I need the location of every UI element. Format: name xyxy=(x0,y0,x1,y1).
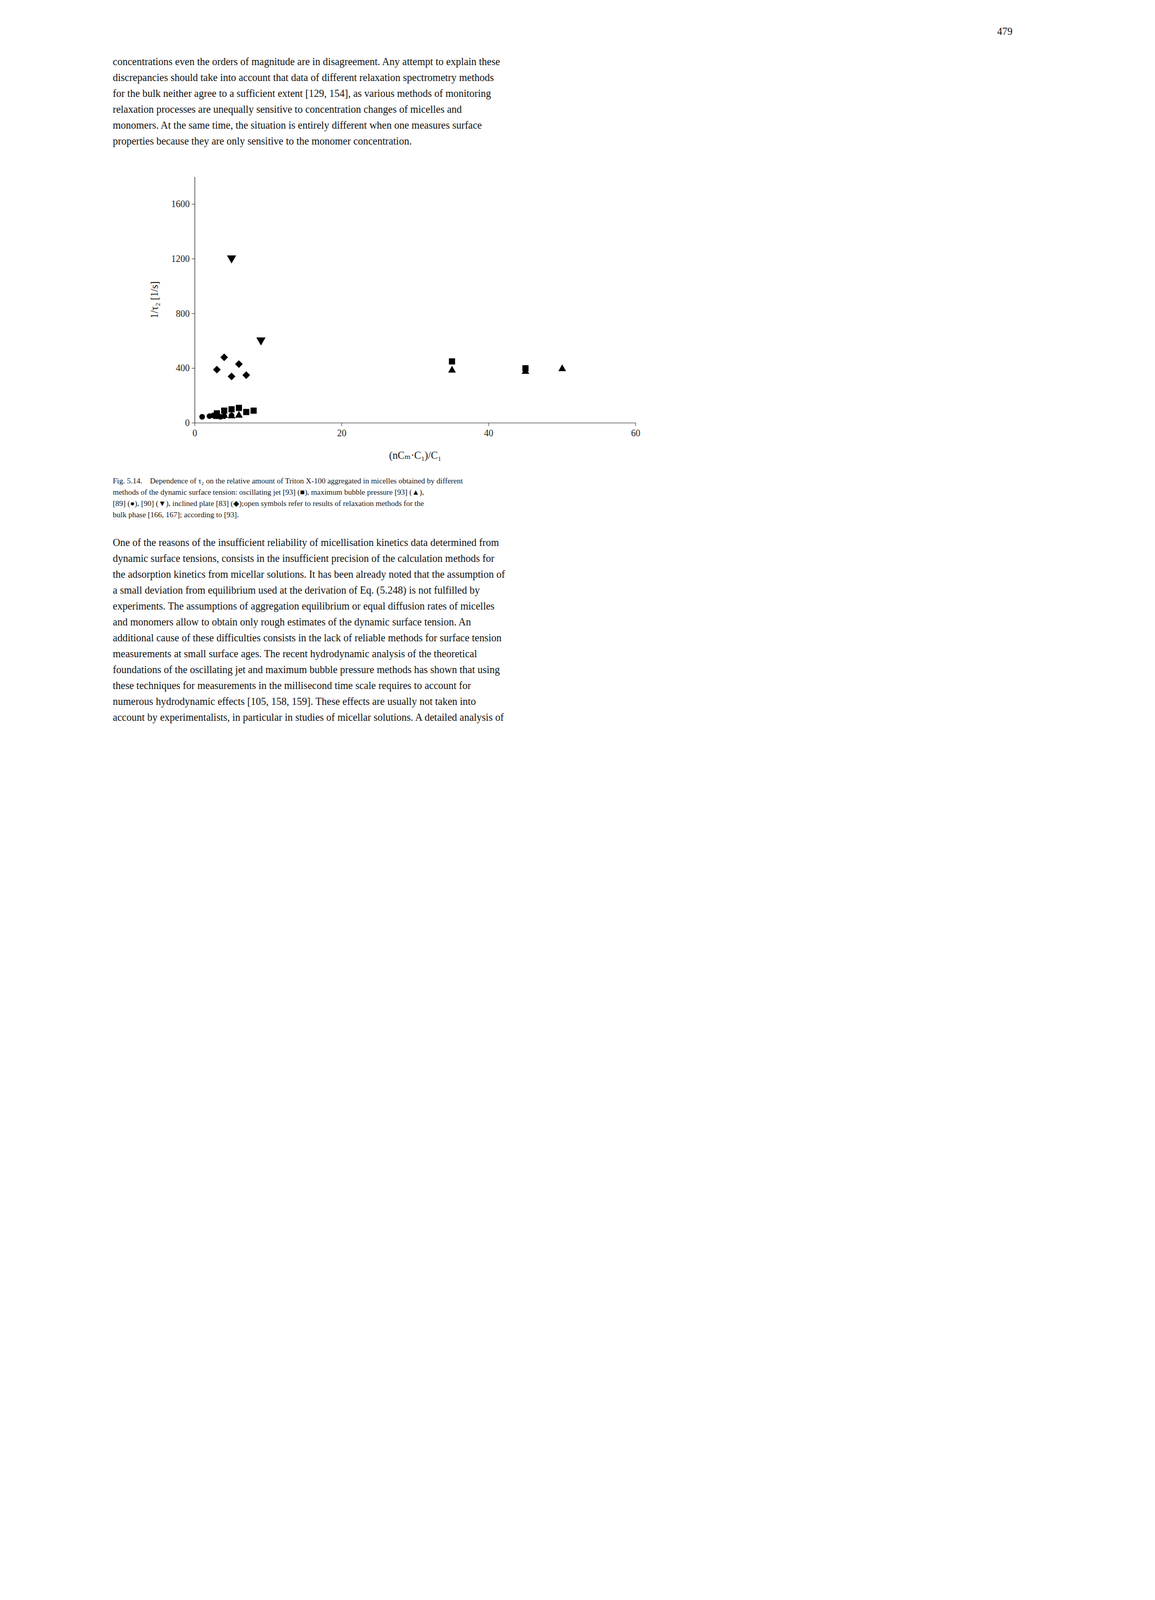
text-line: monomers. At the same time, the situatio… xyxy=(112,117,780,134)
y-axis-line xyxy=(194,176,195,423)
text-line: One of the reasons of the insufficient r… xyxy=(112,534,780,551)
chart: 0 20 40 60 0 400 800 1200 1600 (nCₘ·C₁)/C₁ 1/τ₂ [1… xyxy=(143,161,780,472)
caption-line: methods of the dynamic surface tension: … xyxy=(112,486,780,498)
point xyxy=(242,371,251,379)
point xyxy=(227,411,236,419)
point xyxy=(213,366,221,374)
paragraph: concentrations even the orders of magnit… xyxy=(112,53,780,150)
text-line: measurements at small surface ages. The … xyxy=(112,645,780,662)
x-tick xyxy=(488,422,490,427)
text-line: account by experimentalists, in particul… xyxy=(112,709,780,726)
x-axis-line xyxy=(194,422,636,423)
point xyxy=(558,364,566,372)
content: concentrations even the orders of magnit… xyxy=(112,53,780,726)
text-line: numerous hydrodynamic effects [105, 158,… xyxy=(112,693,780,710)
chart-svg: 0 20 40 60 0 400 800 1200 1600 (nCₘ·C₁)/C₁ 1/τ₂ [1… xyxy=(143,161,657,470)
text-line: concentrations even the orders of magnit… xyxy=(112,53,780,70)
y-tick-label: 400 xyxy=(175,362,190,374)
axes: 0 20 40 60 0 400 800 1200 1600 xyxy=(171,176,641,439)
point xyxy=(256,337,266,346)
y-tick xyxy=(191,368,195,369)
text-line: foundations of the oscillating jet and m… xyxy=(112,661,780,678)
text-line: properties because they are only sensiti… xyxy=(112,133,780,150)
y-tick xyxy=(191,422,195,424)
y-tick-label: 800 xyxy=(175,308,190,319)
y-tick xyxy=(191,258,195,260)
x-tick-label: 20 xyxy=(337,428,347,439)
series xyxy=(213,364,567,419)
x-tick xyxy=(635,422,637,427)
text-line: dynamic surface tensions, consists in th… xyxy=(112,550,780,567)
text-line: a small deviation from equilibrium used … xyxy=(112,582,780,599)
text-line: the adsorption kinetics from micellar so… xyxy=(112,566,780,583)
text-line: relaxation processes are unequally sensi… xyxy=(112,101,780,118)
point xyxy=(221,413,228,419)
point xyxy=(227,255,237,264)
paragraph: One of the reasons of the insufficient r… xyxy=(112,534,780,726)
y-tick xyxy=(191,313,195,314)
y-tick xyxy=(191,204,195,205)
series xyxy=(199,412,235,420)
series xyxy=(213,358,529,417)
point xyxy=(242,409,250,416)
point xyxy=(235,360,243,369)
caption-line: bulk phase [166, 167]; according to [93]… xyxy=(112,509,780,521)
x-tick-label: 40 xyxy=(483,428,494,439)
point xyxy=(448,366,456,373)
caption-line: [89] (●), [90] (▼), inclined plate [83] … xyxy=(112,497,780,510)
point xyxy=(521,367,530,374)
series xyxy=(213,353,251,381)
y-tick-label: 0 xyxy=(185,417,190,429)
x-tick xyxy=(341,422,342,427)
point xyxy=(235,404,242,412)
point xyxy=(220,353,229,362)
caption-line: Fig. 5.14. Dependence of τ₂ on the relat… xyxy=(112,475,780,487)
x-tick-label: 60 xyxy=(631,428,641,439)
text-line: these techniques for measurements in the… xyxy=(112,677,780,694)
marks xyxy=(199,255,566,420)
text-line: discrepancies should take into account t… xyxy=(112,69,780,86)
y-tick-label: 1600 xyxy=(171,198,190,210)
x-axis-label: (nCₘ·C₁)/C₁ xyxy=(389,449,442,462)
point xyxy=(449,358,456,365)
y-tick-label: 1200 xyxy=(171,253,190,265)
point xyxy=(235,411,243,418)
point xyxy=(227,372,236,381)
text-line: and monomers allow to obtain only rough … xyxy=(112,614,780,631)
text-line: for the bulk neither agree to a sufficie… xyxy=(112,85,780,102)
page-number: 479 xyxy=(974,25,1036,38)
caption: Fig. 5.14. Dependence of τ₂ on the relat… xyxy=(112,475,780,521)
x-tick xyxy=(194,422,196,427)
series xyxy=(227,255,266,346)
text-line: additional cause of these difficulties c… xyxy=(112,630,780,646)
text-line: experiments. The assumptions of aggregat… xyxy=(112,598,780,615)
point xyxy=(250,407,257,414)
y-axis-label: 1/τ₂ [1/s] xyxy=(148,281,160,319)
point xyxy=(228,406,235,413)
page: {"page_number": "479", "para1": [ "conce… xyxy=(0,0,1155,1600)
point xyxy=(199,414,206,420)
point xyxy=(228,412,235,419)
x-tick-label: 0 xyxy=(192,428,198,439)
